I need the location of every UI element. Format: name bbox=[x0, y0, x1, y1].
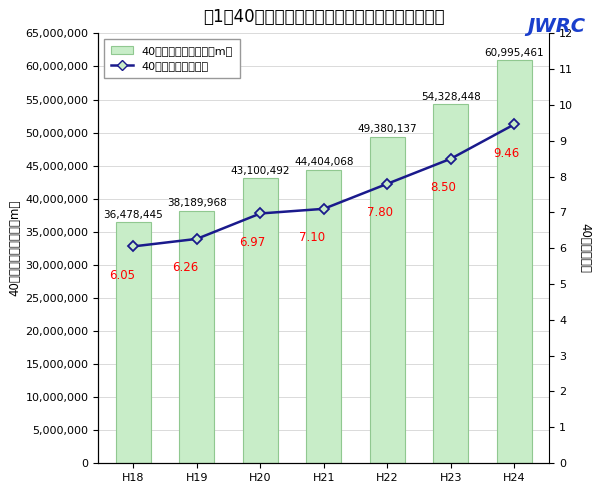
Text: 7.10: 7.10 bbox=[299, 231, 325, 244]
Y-axis label: 40年超過管延長合計（m）: 40年超過管延長合計（m） bbox=[8, 200, 22, 297]
Text: 9.46: 9.46 bbox=[494, 146, 520, 160]
Text: 6.05: 6.05 bbox=[109, 269, 135, 282]
Text: 6.97: 6.97 bbox=[239, 236, 266, 248]
Title: 図1　40年超過管率等の推移（全国、上水＋用供）: 図1 40年超過管率等の推移（全国、上水＋用供） bbox=[203, 8, 445, 27]
Text: 54,328,448: 54,328,448 bbox=[421, 92, 481, 102]
Bar bbox=[307, 169, 341, 463]
Legend: 40年超過管延長合計（m）, 40年超過管率（％）: 40年超過管延長合計（m）, 40年超過管率（％） bbox=[104, 39, 239, 78]
Bar bbox=[243, 178, 278, 463]
Text: 60,995,461: 60,995,461 bbox=[485, 48, 544, 57]
Bar bbox=[433, 104, 468, 463]
Bar bbox=[497, 60, 532, 463]
Text: 7.80: 7.80 bbox=[367, 206, 392, 219]
Text: 6.26: 6.26 bbox=[172, 261, 199, 274]
Bar bbox=[370, 136, 405, 463]
Bar bbox=[179, 211, 214, 463]
Text: 8.50: 8.50 bbox=[430, 181, 456, 194]
Text: 44,404,068: 44,404,068 bbox=[294, 157, 353, 167]
Text: 43,100,492: 43,100,492 bbox=[230, 166, 290, 176]
Text: 38,189,968: 38,189,968 bbox=[167, 198, 227, 208]
Text: JWRC: JWRC bbox=[527, 17, 585, 36]
Text: 36,478,445: 36,478,445 bbox=[103, 210, 163, 219]
Bar bbox=[116, 222, 151, 463]
Y-axis label: 40年超過管率: 40年超過管率 bbox=[578, 223, 592, 273]
Text: 49,380,137: 49,380,137 bbox=[358, 124, 417, 135]
